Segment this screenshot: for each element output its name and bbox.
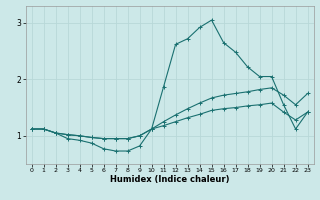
X-axis label: Humidex (Indice chaleur): Humidex (Indice chaleur) <box>110 175 229 184</box>
